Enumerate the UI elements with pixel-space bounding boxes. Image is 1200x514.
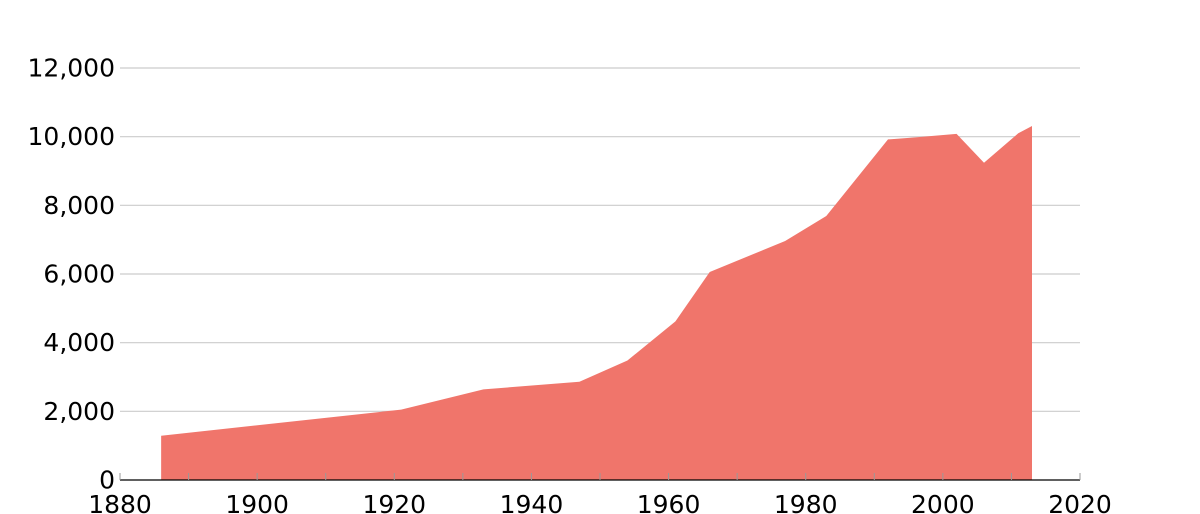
y-tick-label-1: 2,000 [43, 397, 115, 426]
y-tick-label-3: 6,000 [43, 260, 115, 289]
x-tick-label-7: 2020 [1048, 490, 1112, 514]
y-tick-label-6: 12,000 [28, 54, 115, 83]
y-tick-label-0: 0 [99, 466, 115, 495]
x-tick-label-1: 1900 [225, 490, 289, 514]
y-tick-label-2: 4,000 [43, 328, 115, 357]
x-tick-label-5: 1980 [774, 490, 838, 514]
x-tick-label-3: 1940 [500, 490, 564, 514]
axes [119, 473, 1081, 481]
x-tick-label-4: 1960 [637, 490, 701, 514]
x-tick-label-6: 2000 [911, 490, 975, 514]
area-series-0 [161, 126, 1033, 481]
y-tick-label-4: 8,000 [43, 191, 115, 220]
x-axis-tick-labels: 1880 1900 1920 1940 1960 1980 2000 2020 [88, 490, 1112, 514]
y-axis-tick-labels: 0 2,000 4,000 6,000 8,000 10,000 12,000 [28, 54, 115, 495]
y-tick-label-5: 10,000 [28, 122, 115, 151]
series-area [161, 126, 1033, 481]
x-tick-label-0: 1880 [88, 490, 152, 514]
x-tick-label-2: 1920 [362, 490, 426, 514]
